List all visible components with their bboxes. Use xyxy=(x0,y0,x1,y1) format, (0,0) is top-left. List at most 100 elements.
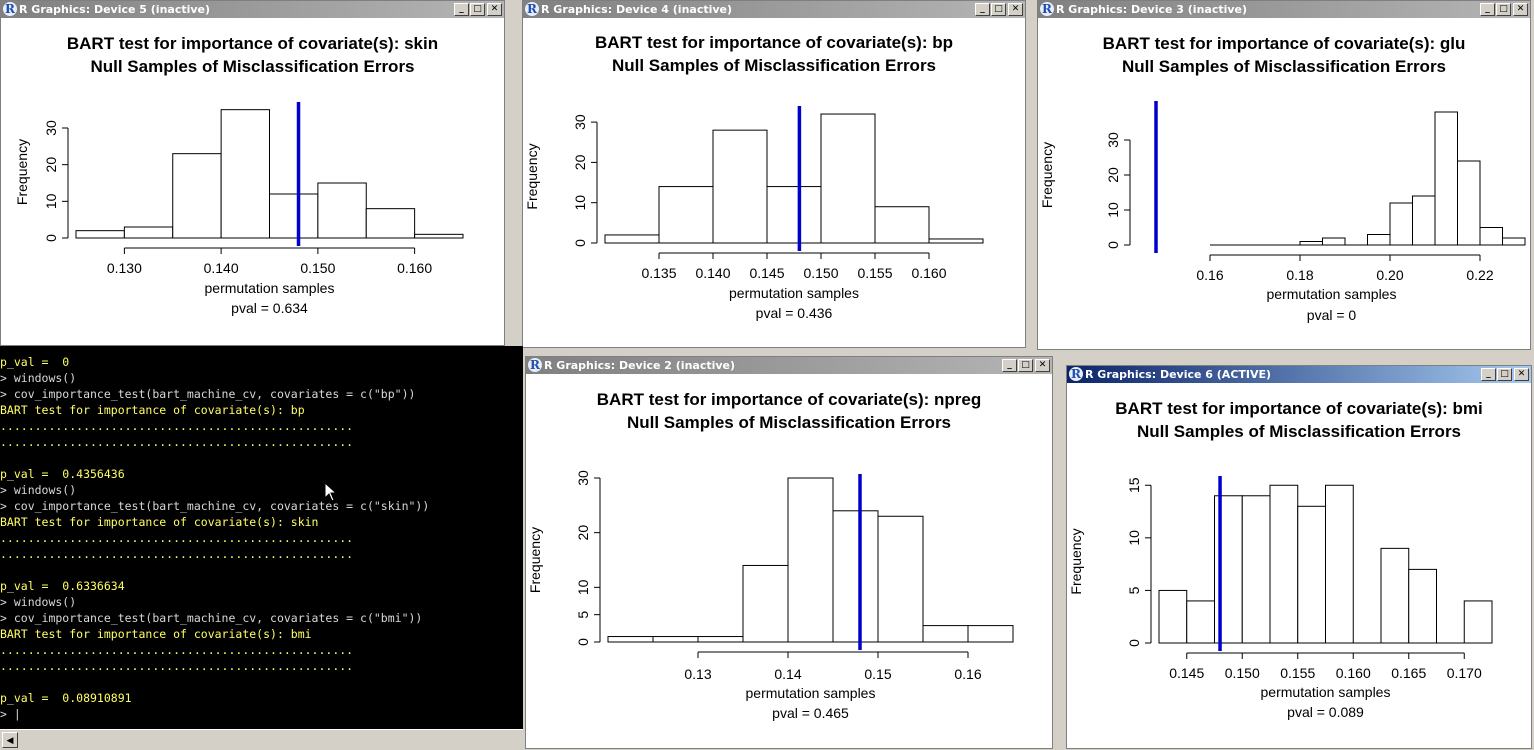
x-tick-label: 0.140 xyxy=(695,265,730,281)
close-button[interactable]: ✕ xyxy=(487,3,502,16)
minimize-button[interactable]: _ xyxy=(1481,368,1496,381)
r-console[interactable]: p_val = 0 > windows() > cov_importance_tes… xyxy=(0,346,523,729)
y-axis-label: Frequency xyxy=(1068,528,1084,594)
window-title: R Graphics: Device 2 (inactive) xyxy=(544,359,736,372)
y-tick-label: 10 xyxy=(1105,202,1121,218)
histogram-bar xyxy=(1269,484,1299,644)
console-line: ........................................… xyxy=(0,643,354,657)
histogram-bar xyxy=(652,636,699,643)
minimize-button[interactable]: _ xyxy=(1002,359,1017,372)
histogram-bar xyxy=(658,186,714,244)
y-tick-label: 0 xyxy=(1126,639,1142,647)
maximize-button[interactable]: □ xyxy=(1018,359,1033,372)
histogram-bar xyxy=(1463,600,1493,644)
console-line: BART test for importance of covariate(s)… xyxy=(0,515,319,529)
histogram-bar xyxy=(607,636,654,643)
plot-subtitle: Null Samples of Misclassification Errors xyxy=(90,57,414,76)
plot-title: BART test for importance of covariate(s)… xyxy=(1103,34,1466,53)
histogram-bar xyxy=(742,564,789,643)
histogram-bar xyxy=(1186,600,1215,644)
x-tick-label: 0.15 xyxy=(864,666,891,682)
histogram-plot: BART test for importance of covariate(s)… xyxy=(527,390,1014,721)
histogram-bar xyxy=(766,186,822,244)
minimize-button[interactable]: _ xyxy=(1480,3,1495,16)
maximize-button[interactable]: □ xyxy=(470,3,485,16)
y-tick-label: 10 xyxy=(43,193,59,209)
close-button[interactable]: ✕ xyxy=(1514,368,1529,381)
r-graphics-window-device-4[interactable]: R R Graphics: Device 4 (inactive) _ □ ✕ … xyxy=(522,0,1026,348)
x-tick-label: 0.160 xyxy=(397,260,432,276)
histogram-bar xyxy=(1325,484,1354,644)
y-tick-label: 15 xyxy=(1126,477,1142,493)
minimize-button[interactable]: _ xyxy=(975,3,990,16)
y-tick-label: 20 xyxy=(1105,167,1121,183)
window-title: R Graphics: Device 6 (ACTIVE) xyxy=(1085,368,1272,381)
histogram-bar xyxy=(1297,505,1326,644)
x-tick-label: 0.16 xyxy=(1196,267,1223,283)
y-tick-label: 5 xyxy=(575,611,591,619)
r-graphics-window-device-5[interactable]: R R Graphics: Device 5 (inactive) _ □ ✕ … xyxy=(0,0,505,346)
maximize-button[interactable]: □ xyxy=(1497,368,1512,381)
y-tick-label: 30 xyxy=(572,114,588,130)
x-tick-label: 0.140 xyxy=(204,260,239,276)
window-titlebar[interactable]: R R Graphics: Device 6 (ACTIVE) _ □ ✕ xyxy=(1067,366,1531,383)
maximize-button[interactable]: □ xyxy=(991,3,1006,16)
r-graphics-window-device-6[interactable]: R R Graphics: Device 6 (ACTIVE) _ □ ✕ BA… xyxy=(1066,365,1532,749)
plot-subtitle: Null Samples of Misclassification Errors xyxy=(1137,422,1461,441)
x-tick-label: 0.20 xyxy=(1376,267,1403,283)
x-tick-label: 0.170 xyxy=(1447,665,1482,681)
histogram-bar xyxy=(220,109,270,239)
pval-label: pval = 0.465 xyxy=(772,705,849,721)
minimize-button[interactable]: _ xyxy=(454,3,469,16)
histogram-bar xyxy=(1457,160,1481,246)
histogram-bar xyxy=(75,230,125,239)
window-title: R Graphics: Device 3 (inactive) xyxy=(1056,3,1248,16)
x-tick-label: 0.14 xyxy=(774,666,801,682)
console-line: BART test for importance of covariate(s)… xyxy=(0,627,312,641)
histogram-bar xyxy=(1380,547,1410,644)
r-graphics-window-device-3[interactable]: R R Graphics: Device 3 (inactive) _ □ ✕ … xyxy=(1037,0,1531,350)
console-line: p_val = 0.6336634 xyxy=(0,579,125,593)
histogram-plot: BART test for importance of covariate(s)… xyxy=(1068,399,1493,720)
histogram-plot: BART test for importance of covariate(s)… xyxy=(14,34,464,316)
window-title: R Graphics: Device 5 (inactive) xyxy=(19,3,211,16)
x-tick-label: 0.150 xyxy=(803,265,838,281)
close-button[interactable]: ✕ xyxy=(1035,359,1050,372)
maximize-button[interactable]: □ xyxy=(1496,3,1511,16)
mouse-pointer-icon xyxy=(324,482,338,502)
histogram-bar xyxy=(172,153,222,239)
pval-label: pval = 0.634 xyxy=(231,300,308,316)
x-tick-label: 0.130 xyxy=(107,260,142,276)
histogram-bar xyxy=(1389,202,1413,246)
x-axis-label: permutation samples xyxy=(1261,684,1391,700)
r-graphics-window-device-2[interactable]: R R Graphics: Device 2 (inactive) _ □ ✕ … xyxy=(525,356,1053,749)
y-tick-label: 20 xyxy=(43,157,59,173)
histogram-bar xyxy=(787,477,834,643)
histogram-bar xyxy=(1479,227,1503,246)
plot-subtitle: Null Samples of Misclassification Errors xyxy=(612,56,936,75)
plot-subtitle: Null Samples of Misclassification Errors xyxy=(627,413,951,432)
close-button[interactable]: ✕ xyxy=(1513,3,1528,16)
pval-label: pval = 0.436 xyxy=(756,305,833,321)
console-line: > | xyxy=(0,707,21,721)
histogram-bar xyxy=(877,515,924,643)
window-titlebar[interactable]: R R Graphics: Device 3 (inactive) _ □ ✕ xyxy=(1038,1,1530,18)
histogram-bar xyxy=(697,636,744,643)
r-logo-icon: R xyxy=(1069,367,1083,381)
y-tick-label: 5 xyxy=(1126,586,1142,594)
console-line: ........................................… xyxy=(0,419,354,433)
x-axis-label: permutation samples xyxy=(729,285,859,301)
window-titlebar[interactable]: R R Graphics: Device 5 (inactive) _ □ ✕ xyxy=(1,1,504,18)
x-tick-label: 0.150 xyxy=(300,260,335,276)
plot-title: BART test for importance of covariate(s)… xyxy=(595,33,953,52)
histogram-bar xyxy=(1322,237,1346,246)
window-titlebar[interactable]: R R Graphics: Device 4 (inactive) _ □ ✕ xyxy=(523,1,1025,18)
window-titlebar[interactable]: R R Graphics: Device 2 (inactive) _ □ ✕ xyxy=(526,357,1052,374)
scroll-left-arrow-icon[interactable]: ◀ xyxy=(2,732,18,748)
histogram-bar xyxy=(1299,241,1323,246)
plot-title: BART test for importance of covariate(s)… xyxy=(597,390,981,409)
plot-title: BART test for importance of covariate(s)… xyxy=(1115,399,1482,418)
close-button[interactable]: ✕ xyxy=(1008,3,1023,16)
console-horizontal-scrollbar[interactable]: ◀ xyxy=(0,729,523,750)
histogram-bar xyxy=(1412,195,1436,246)
